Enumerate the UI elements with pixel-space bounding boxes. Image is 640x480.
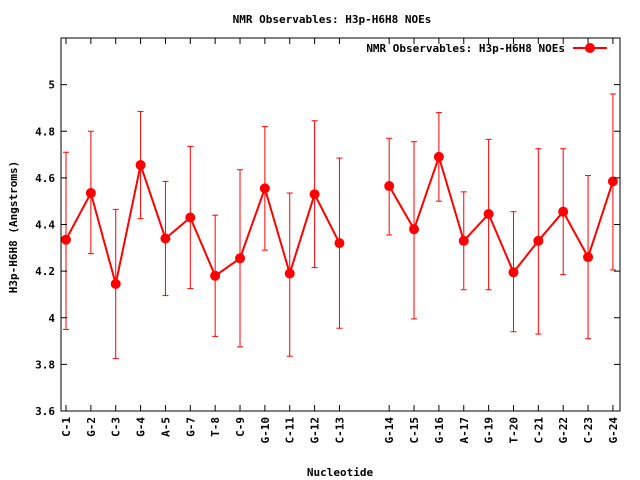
data-point <box>483 209 494 220</box>
x-tick-label: G-2 <box>85 417 98 437</box>
x-tick-label: G-7 <box>184 417 197 437</box>
x-tick-label: A-5 <box>159 417 172 437</box>
data-point <box>259 183 270 194</box>
x-tick-label: G-10 <box>259 417 272 444</box>
x-tick-label: A-17 <box>458 417 471 444</box>
data-point <box>433 151 444 162</box>
data-point <box>85 188 96 199</box>
y-axis-label: H3p-H6H8 (Angstroms) <box>7 161 20 293</box>
y-tick-label: 5 <box>48 79 55 92</box>
x-tick-label: G-16 <box>433 417 446 444</box>
x-tick-label: G-12 <box>309 417 322 444</box>
data-point <box>160 233 171 244</box>
x-tick-label: G-4 <box>135 417 148 437</box>
data-point <box>135 160 146 171</box>
x-tick-label: C-15 <box>408 417 421 444</box>
y-tick-label: 4.4 <box>35 219 55 232</box>
chart-title: NMR Observables: H3p-H6H8 NOEs <box>233 13 432 26</box>
legend: NMR Observables: H3p-H6H8 NOEs <box>366 42 607 55</box>
data-point <box>185 212 196 223</box>
x-tick-label: T-20 <box>507 417 520 444</box>
data-point <box>583 252 594 263</box>
y-tick-label: 4 <box>48 312 55 325</box>
y-tick-label: 4.8 <box>35 125 55 138</box>
data-point <box>61 234 71 245</box>
x-tick-label: G-14 <box>383 417 396 444</box>
x-tick-label: G-19 <box>483 417 496 444</box>
x-tick-label: G-22 <box>557 417 570 444</box>
data-point <box>334 238 345 249</box>
data-point <box>458 235 469 246</box>
x-tick-label: C-23 <box>582 417 595 444</box>
y-tick-label: 3.8 <box>35 358 55 371</box>
x-tick-label: C-11 <box>284 417 297 444</box>
x-tick-label: G-24 <box>607 417 620 444</box>
x-tick-label: T-8 <box>209 417 222 437</box>
y-tick-label: 3.6 <box>35 405 55 418</box>
x-axis-label: Nucleotide <box>307 466 374 479</box>
data-point <box>409 224 420 235</box>
y-tick-label: 4.6 <box>35 172 55 185</box>
x-tick-label: C-21 <box>532 417 545 444</box>
x-tick-label: C-13 <box>333 417 346 444</box>
data-point <box>210 270 221 281</box>
plot-frame <box>60 37 621 412</box>
legend-label: NMR Observables: H3p-H6H8 NOEs <box>366 42 565 55</box>
data-point <box>558 206 569 217</box>
data-point <box>533 235 544 246</box>
data-point <box>110 278 121 289</box>
x-tick-label: C-9 <box>234 417 247 437</box>
axes: 3.6 3.8 4 4.2 4.4 4.6 4.8 5 C-1 G-2 C-3 G-4 A-5 G-7 T-… <box>35 37 621 444</box>
data-point <box>284 268 295 279</box>
data-point <box>607 176 618 187</box>
plot-area <box>61 93 618 360</box>
data-point <box>235 253 246 264</box>
data-point <box>508 267 519 278</box>
x-tick-label: C-3 <box>110 417 123 437</box>
legend-marker <box>585 43 595 53</box>
series-line <box>65 161 341 285</box>
y-tick-label: 4.2 <box>35 265 55 278</box>
series-line <box>388 153 614 275</box>
data-point <box>384 181 395 192</box>
x-tick-label: C-1 <box>60 417 73 437</box>
data-point <box>309 189 320 200</box>
